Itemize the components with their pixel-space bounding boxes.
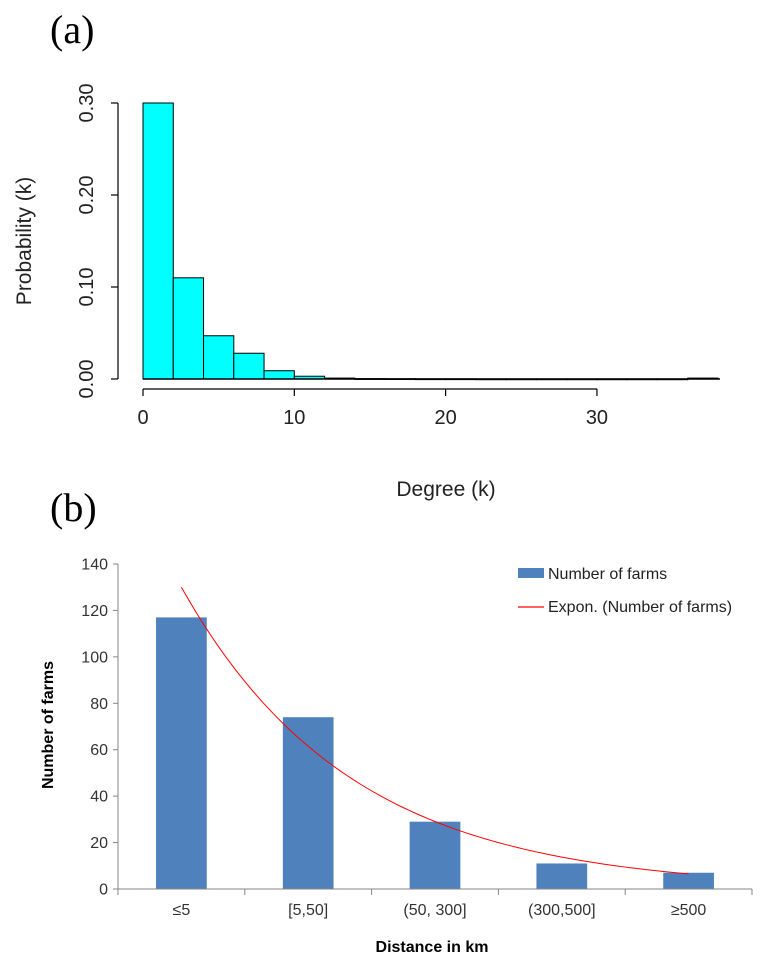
bar	[663, 872, 714, 889]
histogram-bar	[203, 335, 235, 380]
bar-series	[156, 617, 714, 889]
histogram-bar	[233, 352, 265, 380]
x-tick-label-a: 0	[137, 407, 148, 429]
panel-label-a: (a)	[50, 7, 94, 52]
x-axis-title-a: Degree (k)	[396, 478, 495, 501]
legend-swatch-bars	[518, 568, 544, 578]
bar-chart: 0 20 40 60 80 100 120 140 ≤5 [5,50] (50, 300] (300…	[40, 557, 753, 956]
y-tick-label-b: 0	[99, 882, 108, 899]
bar	[282, 717, 334, 889]
x-tick-label-a: 30	[586, 407, 608, 429]
y-axis-b: 0 20 40 60 80 100 120 140	[81, 557, 119, 899]
histogram-bars	[142, 102, 719, 381]
bar	[156, 617, 207, 889]
bar	[409, 821, 461, 889]
histogram-bar	[142, 102, 174, 380]
x-tick-label-a: 20	[435, 407, 457, 429]
histogram-bar	[172, 277, 205, 380]
x-axis-a: 0 10 20 30	[137, 388, 608, 429]
x-tick-label-b: (50, 300]	[403, 902, 466, 919]
y-axis-a: 0.00 0.10 0.20 0.30	[76, 84, 119, 399]
histogram-bar	[263, 370, 295, 380]
y-tick-label-b: 20	[90, 835, 108, 852]
x-tick-label-b: ≥500	[671, 902, 707, 919]
panel-label-b: (b)	[50, 485, 97, 530]
bar	[536, 863, 588, 889]
y-tick-label-b: 120	[81, 603, 108, 620]
y-tick-label-a: 0.00	[76, 360, 98, 399]
x-tick-label-b: (300,500]	[528, 902, 596, 919]
y-tick-label-b: 60	[90, 742, 108, 759]
legend: Number of farms Expon. (Number of farms)	[518, 566, 732, 616]
histogram-chart: 0.00 0.10 0.20 0.30 0 10 20 30 Degree (k) Prob…	[13, 84, 720, 501]
legend-label-bars: Number of farms	[548, 566, 667, 583]
y-tick-label-a: 0.10	[76, 268, 98, 307]
y-tick-label-a: 0.30	[76, 84, 98, 123]
y-tick-label-b: 80	[90, 696, 108, 713]
x-axis-title-b: Distance in km	[376, 939, 489, 956]
y-axis-title-a: Probability (k)	[13, 177, 36, 305]
y-tick-label-a: 0.20	[76, 176, 98, 215]
x-axis-b: ≤5 [5,50] (50, 300] (300,500] ≥500	[117, 888, 753, 919]
y-axis-title-b: Number of farms	[40, 661, 57, 789]
y-tick-label-b: 100	[81, 649, 108, 666]
legend-label-trendline: Expon. (Number of farms)	[548, 599, 732, 616]
x-tick-label-b: [5,50]	[288, 902, 328, 919]
y-tick-label-b: 140	[81, 557, 108, 574]
x-tick-label-b: ≤5	[173, 902, 191, 919]
y-tick-label-b: 40	[90, 789, 108, 806]
exponential-trendline	[180, 586, 689, 875]
x-tick-label-a: 10	[283, 407, 305, 429]
